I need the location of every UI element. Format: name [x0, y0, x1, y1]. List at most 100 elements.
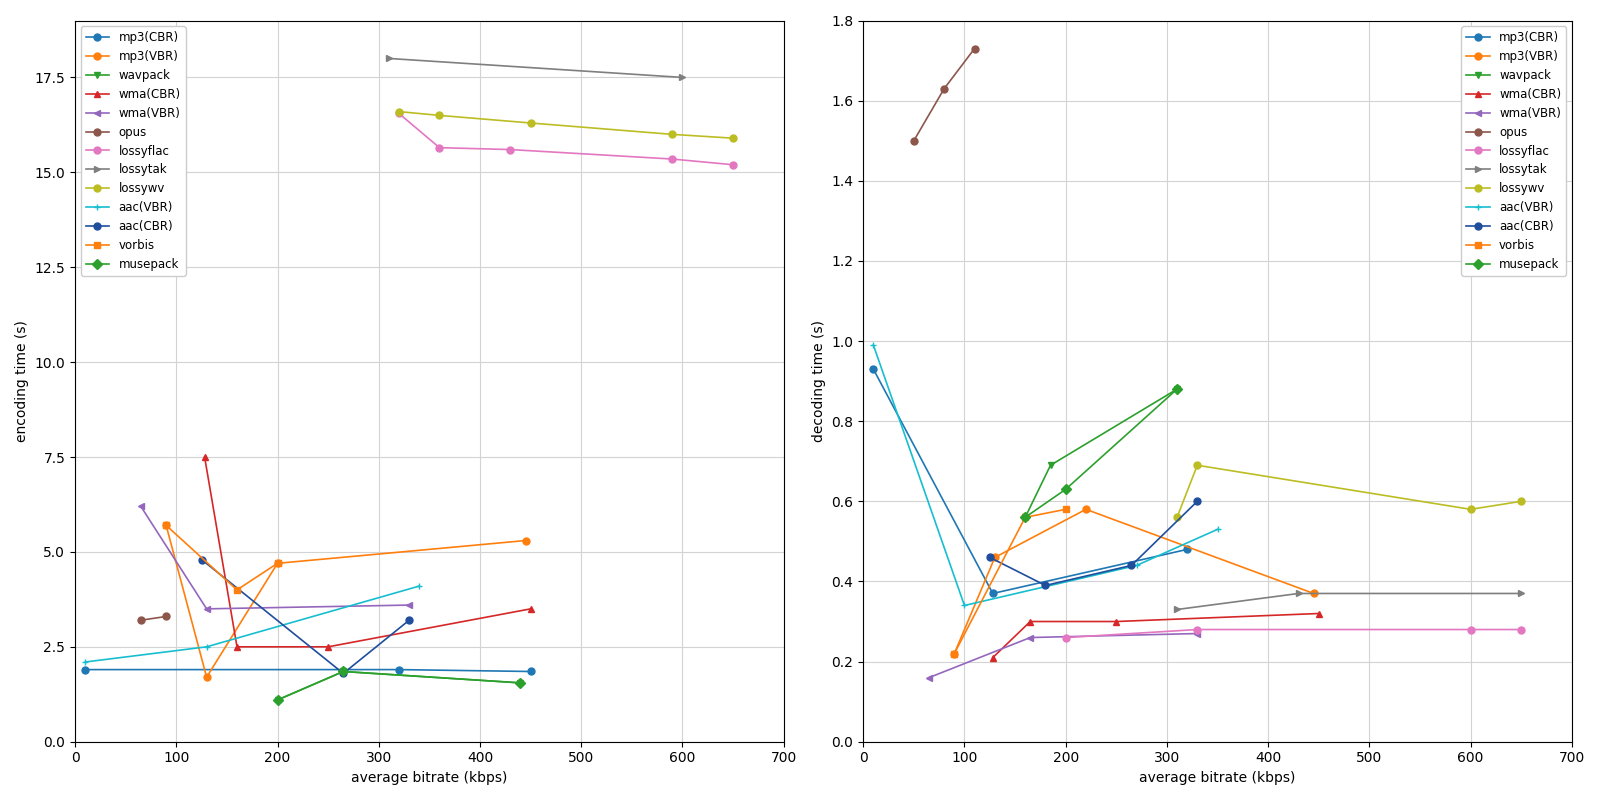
- lossywv: [1168, 513, 1187, 522]
- vorbis: [157, 521, 176, 530]
- lossyflac: [1056, 633, 1075, 642]
- mp3(VBR): [944, 649, 963, 658]
- aac(CBR): [1122, 561, 1141, 570]
- lossyflac: [1512, 625, 1531, 634]
- musepack: [510, 678, 530, 688]
- aac(CBR): [400, 615, 419, 625]
- Line: wavpack: wavpack: [274, 668, 523, 703]
- musepack: [334, 666, 354, 676]
- lossywv: [723, 134, 742, 143]
- wavpack: [510, 678, 530, 688]
- wma(CBR): [1021, 617, 1040, 626]
- aac(CBR): [1035, 581, 1054, 590]
- Line: mp3(VBR): mp3(VBR): [163, 522, 530, 681]
- lossytak: [379, 54, 398, 63]
- aac(VBR): [1208, 525, 1227, 534]
- lossywv: [389, 107, 408, 117]
- Line: opus: opus: [910, 45, 978, 144]
- wma(VBR): [400, 600, 419, 610]
- wma(CBR): [1107, 617, 1126, 626]
- mp3(CBR): [522, 666, 541, 676]
- lossyflac: [1187, 625, 1206, 634]
- musepack: [1168, 384, 1187, 394]
- X-axis label: average bitrate (kbps): average bitrate (kbps): [350, 771, 507, 785]
- aac(VBR): [75, 658, 94, 667]
- aac(VBR): [864, 340, 883, 350]
- aac(CBR): [334, 669, 354, 678]
- aac(VBR): [197, 642, 216, 652]
- musepack: [267, 695, 286, 705]
- opus: [904, 136, 923, 146]
- Line: mp3(CBR): mp3(CBR): [870, 366, 1190, 597]
- Line: wma(CBR): wma(CBR): [989, 610, 1322, 661]
- wma(CBR): [1309, 609, 1328, 618]
- wma(VBR): [1021, 633, 1040, 642]
- Line: lossywv: lossywv: [1173, 462, 1525, 521]
- wma(VBR): [197, 604, 216, 614]
- lossywv: [1187, 461, 1206, 470]
- Line: vorbis: vorbis: [163, 522, 282, 594]
- mp3(VBR): [267, 558, 286, 568]
- lossyflac: [501, 145, 520, 154]
- Line: mp3(VBR): mp3(VBR): [950, 506, 1317, 657]
- opus: [157, 612, 176, 622]
- wma(VBR): [131, 502, 150, 511]
- X-axis label: average bitrate (kbps): average bitrate (kbps): [1139, 771, 1296, 785]
- lossytak: [674, 73, 693, 82]
- musepack: [1056, 485, 1075, 494]
- Line: aac(CBR): aac(CBR): [986, 498, 1200, 589]
- musepack: [1016, 513, 1035, 522]
- mp3(CBR): [75, 665, 94, 674]
- vorbis: [944, 649, 963, 658]
- lossyflac: [723, 160, 742, 170]
- vorbis: [1056, 505, 1075, 514]
- lossyflac: [389, 109, 408, 118]
- aac(CBR): [192, 554, 211, 564]
- aac(CBR): [981, 553, 1000, 562]
- wma(CBR): [522, 604, 541, 614]
- Line: vorbis: vorbis: [950, 506, 1069, 657]
- wavpack: [1016, 513, 1035, 522]
- lossyflac: [430, 143, 450, 153]
- lossywv: [662, 130, 682, 139]
- lossyflac: [662, 154, 682, 164]
- lossytak: [1512, 589, 1531, 598]
- wavpack: [334, 666, 354, 676]
- opus: [934, 84, 954, 94]
- Line: lossytak: lossytak: [386, 55, 686, 81]
- Line: wma(CBR): wma(CBR): [202, 454, 534, 650]
- aac(CBR): [1187, 497, 1206, 506]
- vorbis: [227, 585, 246, 594]
- wma(CBR): [227, 642, 246, 652]
- Line: wma(VBR): wma(VBR): [925, 630, 1200, 681]
- mp3(CBR): [1178, 545, 1197, 554]
- Line: lossytak: lossytak: [1173, 590, 1525, 613]
- mp3(VBR): [1304, 589, 1323, 598]
- wma(CBR): [195, 452, 214, 462]
- Line: aac(VBR): aac(VBR): [82, 582, 422, 666]
- aac(VBR): [1126, 561, 1146, 570]
- Line: lossyflac: lossyflac: [395, 110, 736, 168]
- lossyflac: [1461, 625, 1480, 634]
- wma(CBR): [318, 642, 338, 652]
- wma(CBR): [982, 653, 1002, 662]
- opus: [131, 615, 150, 625]
- mp3(CBR): [389, 665, 408, 674]
- Line: wavpack: wavpack: [1022, 386, 1181, 521]
- wma(VBR): [1187, 629, 1206, 638]
- wavpack: [1168, 384, 1187, 394]
- Line: aac(VBR): aac(VBR): [870, 342, 1221, 609]
- Line: mp3(CBR): mp3(CBR): [82, 666, 534, 675]
- Line: musepack: musepack: [274, 668, 523, 703]
- mp3(VBR): [515, 536, 534, 546]
- aac(VBR): [955, 601, 974, 610]
- Legend: mp3(CBR), mp3(VBR), wavpack, wma(CBR), wma(VBR), opus, lossyflac, lossytak, loss: mp3(CBR), mp3(VBR), wavpack, wma(CBR), w…: [1461, 26, 1566, 276]
- Legend: mp3(CBR), mp3(VBR), wavpack, wma(CBR), wma(VBR), opus, lossyflac, lossytak, loss: mp3(CBR), mp3(VBR), wavpack, wma(CBR), w…: [82, 26, 186, 276]
- Line: opus: opus: [138, 613, 170, 624]
- mp3(VBR): [986, 553, 1005, 562]
- wavpack: [1042, 461, 1061, 470]
- lossytak: [1168, 605, 1187, 614]
- Line: lossyflac: lossyflac: [1062, 626, 1525, 641]
- vorbis: [1016, 513, 1035, 522]
- Line: musepack: musepack: [1022, 386, 1181, 521]
